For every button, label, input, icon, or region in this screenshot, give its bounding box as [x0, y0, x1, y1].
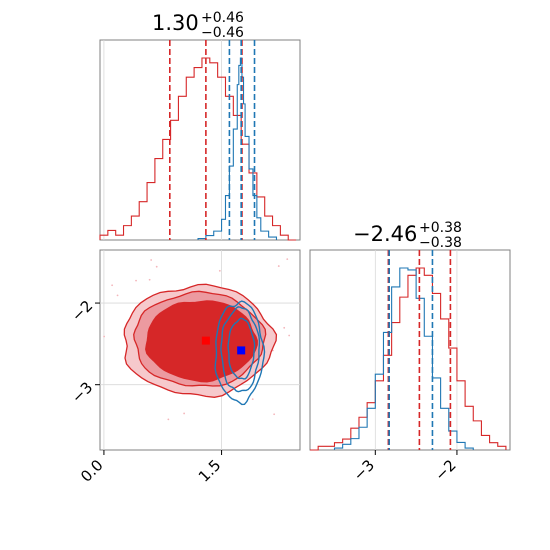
- y-tick-label: −3: [68, 378, 96, 406]
- scatter-dot: [116, 294, 119, 297]
- scatter-dot: [111, 284, 114, 287]
- right-x-tick-label: −3: [350, 456, 378, 484]
- top-title-minus: −0.46: [201, 25, 244, 41]
- top-panel-frame: [99, 39, 301, 241]
- right-panel-frame: [309, 249, 511, 451]
- scatter-dot: [167, 418, 170, 421]
- red-marker: [201, 336, 210, 345]
- scatter-dot: [273, 413, 276, 416]
- blue-contour-middle: [220, 306, 261, 393]
- scatter-dot: [251, 398, 254, 401]
- scatter-dot: [183, 412, 186, 415]
- scatter-dot: [135, 279, 137, 282]
- right-x-tick-label: −2: [431, 456, 459, 484]
- scatter-dot: [283, 326, 286, 329]
- top-title-value: 1.30: [152, 11, 199, 35]
- panel-joint: 0.0 1.5 −2 −3: [68, 249, 301, 486]
- scatter-dot: [218, 269, 221, 272]
- panel-top-marginal: 1.30 +0.46 −0.46: [99, 10, 301, 241]
- blue-marker: [237, 346, 246, 355]
- right-title-value: −2.46: [353, 222, 417, 246]
- blue-contour-outer: [214, 300, 266, 406]
- blue-contour-inner: [227, 317, 256, 380]
- joint-contours: [123, 283, 278, 406]
- scatter-dot: [150, 259, 153, 261]
- scatter-dot: [148, 278, 151, 281]
- x-tick-label: 0.0: [77, 456, 107, 486]
- top-title-plus: +0.46: [201, 10, 244, 26]
- scatter-dot: [103, 335, 106, 338]
- joint-markers: [201, 336, 246, 355]
- scatter-dot: [155, 265, 158, 268]
- scatter-dot: [288, 334, 291, 337]
- x-tick-label: 1.5: [195, 456, 225, 486]
- hist-series-0: [310, 267, 507, 451]
- right-title-plus: +0.38: [419, 220, 462, 236]
- scatter-dot: [277, 265, 280, 267]
- right-quantile-lines: [387, 250, 452, 450]
- scatter-dot: [286, 258, 289, 261]
- top-grid: [103, 40, 222, 240]
- y-tick-label: −2: [68, 297, 96, 325]
- right-x-ticks: −3 −2: [350, 450, 460, 484]
- top-quantile-lines: [169, 40, 256, 240]
- right-title-minus: −0.38: [419, 235, 462, 251]
- panel-right-marginal: −2.46 +0.38 −0.38 −3 −2: [309, 220, 511, 484]
- hist-series-0: [99, 57, 297, 241]
